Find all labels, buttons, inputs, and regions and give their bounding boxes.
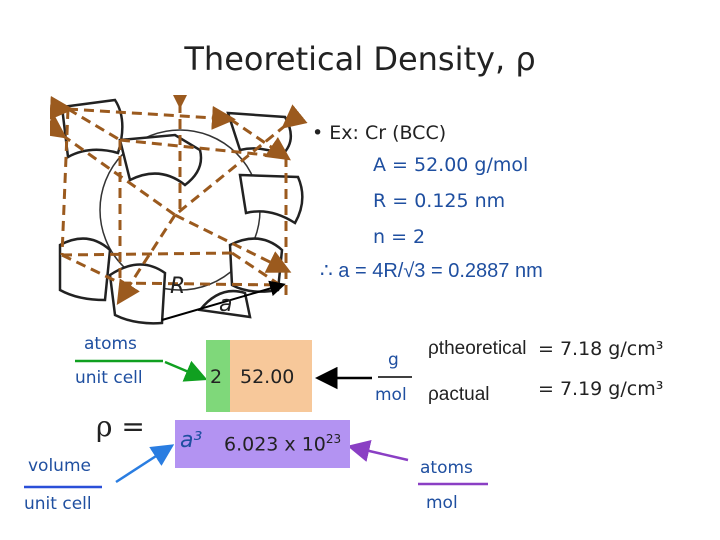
atomic-radius: R = 0.125 nm [373,190,506,212]
volume-label: volume [28,456,91,476]
unit-cell-label-top: unit cell [75,368,143,388]
rho-theoretical: ρtheoretical [428,338,527,359]
g-label: g [388,350,399,370]
a-cubed: a³ [180,428,203,453]
mol-label-right: mol [426,493,458,513]
label-a: a [219,292,233,317]
theoretical-value: = 7.18 g/cm³ [538,338,664,360]
bcc-unit-cell-diagram [50,95,308,325]
example-heading: • Ex: Cr (BCC) [312,122,446,144]
mol-label: mol [375,385,407,405]
n-value: 2 [210,366,223,388]
a-value: 52.00 [240,366,295,388]
denominator-box [175,420,350,468]
actual-value: = 7.19 g/cm³ [538,378,664,400]
avogadro-exponent: 23 [325,432,342,446]
atomic-weight: A = 52.00 g/mol [373,154,529,176]
atoms-label: atoms [84,334,137,354]
rho-actual: ρactual [428,384,490,405]
lattice-parameter: ∴ a = 4R/√3 = 0.2887 nm [320,260,543,282]
atoms-per-cell: n = 2 [373,226,426,248]
atoms-label-right: atoms [420,458,473,478]
unit-cell-label-bottom: unit cell [24,494,92,514]
fraction-bar-green [75,359,163,363]
rho-equals: ρ = [96,410,145,443]
avogadro-number: 6.023 x 1023 [224,432,341,455]
n-value-box [206,340,230,412]
avogadro-mantissa: 6.023 x 10 [224,433,326,456]
a-value-box [230,340,312,412]
bullet-mark: • [312,122,324,144]
label-r: R [170,274,186,299]
fraction-bar-blue [24,485,102,489]
example-heading-text: Ex: Cr (BCC) [329,122,447,144]
page-title: Theoretical Density, ρ [184,40,536,78]
